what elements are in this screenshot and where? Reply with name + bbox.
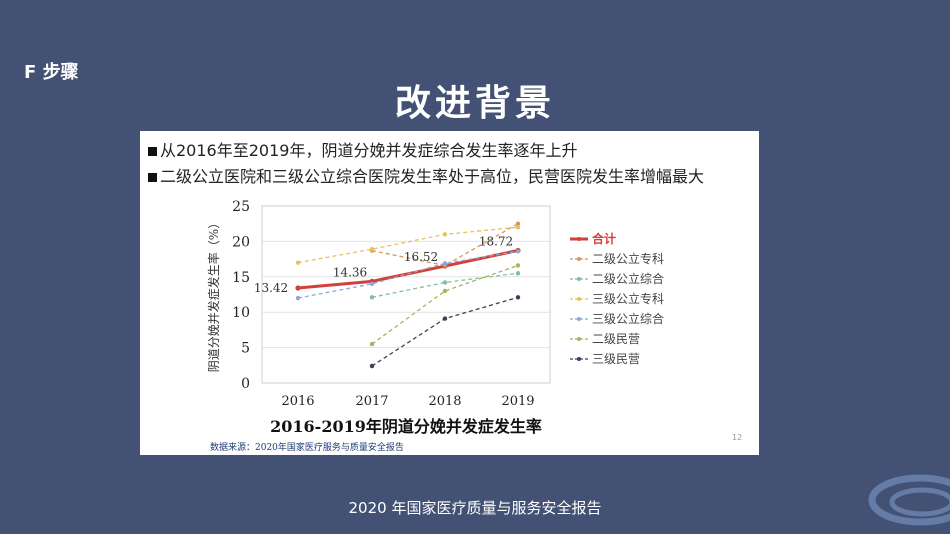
series-line (371, 272, 519, 298)
data-point (515, 221, 521, 226)
page-number: 12 (732, 433, 743, 442)
bullet-text-2: 二级公立医院和三级公立综合医院发生率处于高位，民营医院发生率增幅最大 (160, 167, 705, 186)
series-line (371, 264, 519, 345)
data-label: 13.42 (254, 281, 288, 295)
bullet-square-icon (148, 173, 157, 182)
data-point (295, 285, 301, 291)
footer-text: 2020 年国家医疗质量与服务安全报告 (348, 499, 602, 517)
y-tick-label: 5 (241, 341, 250, 357)
source-note: 数据来源：2020年国家医疗服务与质量安全报告 (210, 443, 404, 453)
data-point (369, 281, 375, 287)
data-point (515, 295, 521, 300)
legend-marker (577, 337, 581, 341)
bullet-square-icon (148, 147, 157, 156)
legend-label: 二级公立专科 (592, 251, 664, 266)
line-chart: 0 5 10 15 20 25 2016 2017 2018 2019 阴道分娩并发症发生率（%） 2… (206, 199, 664, 436)
data-point (295, 260, 301, 265)
legend-marker (577, 317, 581, 321)
legend-label: 三级公立综合 (592, 311, 664, 326)
legend-marker (577, 277, 581, 281)
watermark-logo-icon (868, 474, 950, 526)
data-point (515, 225, 521, 230)
data-point (369, 295, 375, 300)
y-tick-label: 10 (232, 305, 250, 321)
data-point (442, 261, 448, 266)
chart-card: 从2016年至2019年，阴道分娩并发症综合发生率逐年上升 二级公立医院和三级公… (140, 131, 759, 455)
bullet-point-2: 二级公立医院和三级公立综合医院发生率处于高位，民营医院发生率增幅最大 (148, 163, 704, 187)
series-line (297, 250, 519, 299)
step-label: F 步骤 (24, 62, 79, 83)
y-tick-label: 20 (232, 234, 250, 250)
plot-area (261, 205, 551, 384)
data-label: 14.36 (333, 265, 367, 279)
data-point (442, 316, 448, 321)
data-point (515, 271, 521, 276)
series-line (297, 226, 519, 264)
data-point (369, 363, 375, 369)
legend-label: 三级公立专科 (592, 291, 664, 306)
page-title: 改进背景 (394, 83, 555, 124)
legend-label: 合计 (592, 231, 616, 246)
legend-label: 三级民营 (592, 352, 640, 366)
series-line (371, 296, 519, 367)
data-point (295, 295, 301, 301)
data-label: 16.52 (404, 250, 438, 264)
bullet-point-1: 从2016年至2019年，阴道分娩并发症综合发生率逐年上升 (148, 137, 577, 161)
legend-marker (577, 257, 581, 261)
x-tick-label: 2018 (428, 394, 461, 409)
data-point (442, 288, 448, 294)
y-tick-label: 15 (232, 270, 250, 286)
legend-label: 二级公立综合 (592, 271, 664, 286)
series-line (371, 223, 519, 267)
data-point (369, 341, 375, 347)
legend-marker (577, 357, 581, 361)
bullet-text-1: 从2016年至2019年，阴道分娩并发症综合发生率逐年上升 (160, 141, 578, 160)
chart-title: 2016-2019年阴道分娩并发症发生率 (270, 417, 542, 436)
data-point (515, 249, 521, 254)
data-point (442, 232, 448, 237)
x-tick-label: 2019 (501, 394, 534, 409)
y-tick-label: 0 (241, 376, 250, 392)
data-point (369, 246, 375, 252)
x-tick-label: 2017 (355, 394, 388, 409)
y-tick-label: 25 (232, 199, 250, 215)
y-axis-label: 阴道分娩并发症发生率（%） (206, 217, 221, 372)
legend-marker (577, 237, 581, 241)
legend-marker (577, 297, 581, 301)
legend-label: 二级民营 (592, 332, 640, 346)
data-label: 18.72 (479, 234, 513, 248)
x-tick-label: 2016 (281, 394, 314, 409)
data-point (515, 263, 521, 268)
data-point (442, 280, 448, 285)
